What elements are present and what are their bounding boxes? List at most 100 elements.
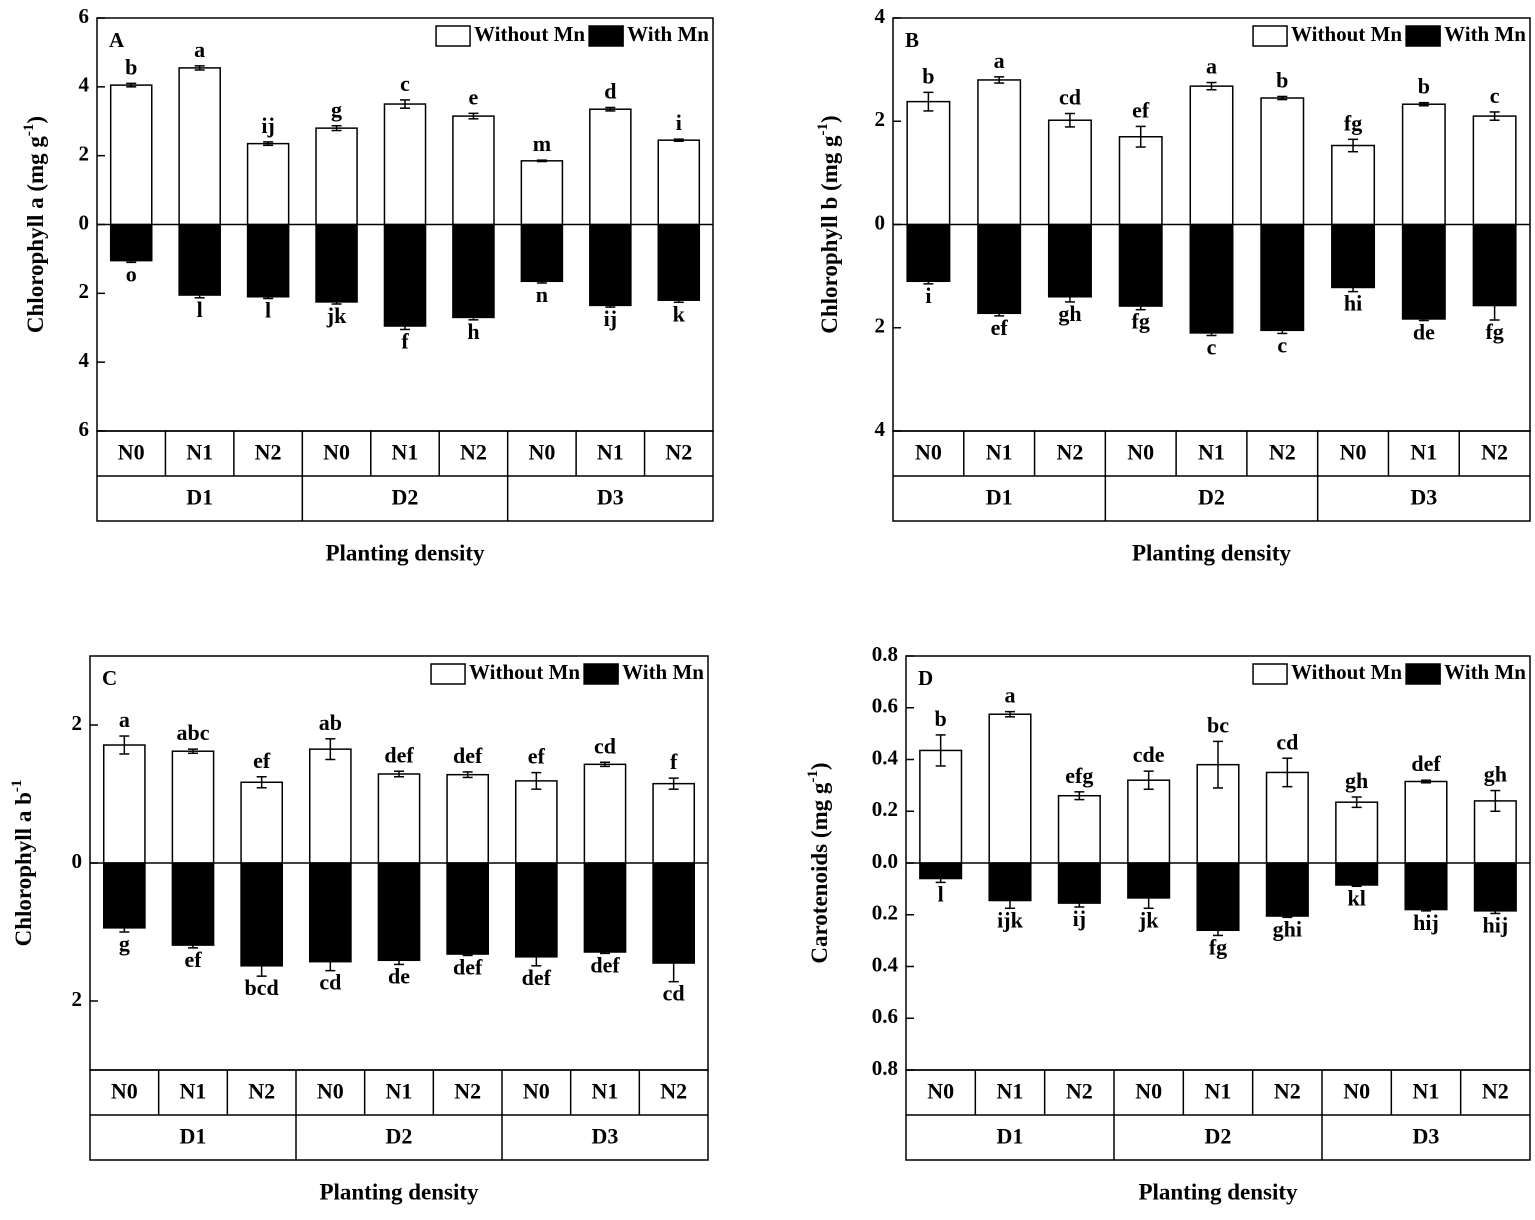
bar <box>315 223 358 303</box>
significance-letter: cd <box>594 733 616 758</box>
significance-letter: a <box>994 48 1005 73</box>
x-tick-label: N2 <box>1274 1079 1301 1104</box>
significance-letter: def <box>590 952 620 977</box>
significance-letter: b <box>935 706 947 731</box>
error-bar <box>256 954 267 977</box>
error-bar <box>263 141 274 147</box>
bar <box>246 142 290 226</box>
y-axis-title-part: ) <box>23 116 48 124</box>
bar <box>1401 223 1446 320</box>
y-axis-title: Chlorophyll a b-1 <box>9 780 36 947</box>
x-tick-label: N2 <box>1056 440 1083 465</box>
x-tick-label: N0 <box>915 440 942 465</box>
bar <box>1260 223 1305 332</box>
bar <box>1057 862 1101 904</box>
significance-letter: b <box>1276 68 1288 93</box>
significance-letter: ij <box>604 306 617 331</box>
legend-label: With Mn <box>627 22 709 46</box>
significance-letter: ij <box>261 113 274 138</box>
significance-letter: f <box>401 329 409 354</box>
significance-letter: ef <box>1132 97 1150 122</box>
x-tick-label: N2 <box>1481 440 1508 465</box>
x-tick-label: N2 <box>1066 1079 1093 1104</box>
significance-letter: h <box>467 319 479 344</box>
y-tick-label: 0 <box>79 210 90 234</box>
error-bar <box>536 159 547 163</box>
significance-letter: fg <box>1485 319 1503 344</box>
error-bar <box>1418 101 1429 107</box>
significance-letter: cd <box>1276 729 1298 754</box>
significance-letter: i <box>676 110 682 135</box>
error-bar <box>1206 329 1217 337</box>
error-bar <box>531 771 542 790</box>
significance-letter: m <box>533 131 551 156</box>
bar <box>452 115 495 226</box>
bar <box>1047 119 1092 226</box>
bar <box>977 223 1022 315</box>
error-bar <box>673 297 684 304</box>
error-bar <box>194 65 205 71</box>
y-tick-label: 0.4 <box>872 745 899 769</box>
x-axis-title: Planting density <box>1132 540 1292 565</box>
x-tick-label: N1 <box>186 440 213 465</box>
significance-letter: cd <box>1059 85 1081 110</box>
error-bar <box>1143 770 1154 791</box>
bar <box>1127 779 1171 864</box>
error-bar <box>1064 290 1075 303</box>
group-label: D1 <box>997 1124 1024 1149</box>
bar <box>377 773 421 864</box>
significance-letter: i <box>925 283 931 308</box>
bar <box>514 862 558 958</box>
group-label: D3 <box>1413 1124 1440 1149</box>
bar <box>1057 794 1101 864</box>
y-tick-label: 0.8 <box>872 642 898 666</box>
significance-letter: de <box>388 963 410 988</box>
significance-letter: kl <box>1347 885 1365 910</box>
error-bar <box>331 299 342 305</box>
error-bar <box>1489 111 1500 121</box>
bar <box>1335 801 1379 864</box>
significance-letter: gh <box>1058 301 1081 326</box>
x-tick-label: N2 <box>1269 440 1296 465</box>
significance-letter: gh <box>1345 768 1368 793</box>
significance-letter: hij <box>1413 910 1439 935</box>
error-bar <box>188 941 198 949</box>
bar <box>1472 115 1517 226</box>
significance-letter: def <box>453 743 483 768</box>
significance-letter: e <box>469 84 479 109</box>
x-tick-label: N1 <box>1198 440 1225 465</box>
legend-label: With Mn <box>622 660 704 684</box>
error-bar <box>394 955 404 966</box>
y-tick-label: 0.0 <box>872 849 898 873</box>
bar <box>1265 862 1309 917</box>
y-axis-title-part: ) <box>817 115 842 123</box>
significance-letter: b <box>125 54 137 79</box>
error-bar <box>1348 282 1359 293</box>
significance-letter: def <box>384 742 414 767</box>
x-tick-label: N1 <box>392 440 419 465</box>
error-bar <box>1064 112 1075 128</box>
significance-letter: efg <box>1065 763 1093 788</box>
panel-label: B <box>905 28 919 52</box>
significance-letter: k <box>673 301 686 326</box>
error-bar <box>400 99 410 109</box>
legend-swatch <box>588 25 624 47</box>
bar <box>1265 771 1309 864</box>
x-tick-label: N1 <box>592 1079 619 1104</box>
y-tick-label: 4 <box>875 4 886 28</box>
error-bar <box>1213 740 1223 789</box>
group-label: D1 <box>180 1124 207 1149</box>
x-tick-label: N1 <box>1413 1079 1440 1104</box>
significance-letter: cd <box>663 981 685 1006</box>
significance-letter: a <box>119 707 130 732</box>
significance-letter: def <box>453 955 483 980</box>
y-axis-title-part: ) <box>807 762 832 770</box>
bar <box>171 862 215 946</box>
significance-letter: hij <box>1482 913 1508 938</box>
y-tick-label: 2 <box>79 279 90 303</box>
y-axis-title-part: Chlorophyll b (mg g <box>817 135 842 334</box>
error-bar <box>600 949 610 955</box>
error-bar <box>531 947 542 967</box>
error-bar <box>1277 326 1288 335</box>
error-bar <box>468 314 479 321</box>
